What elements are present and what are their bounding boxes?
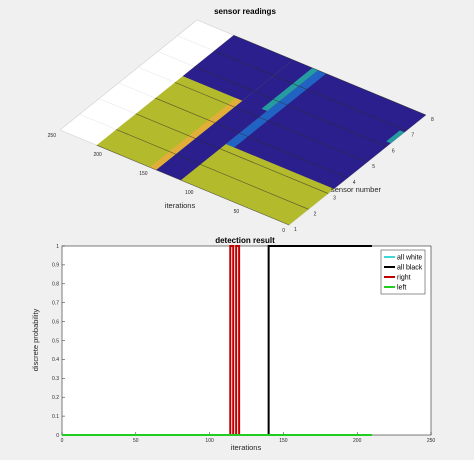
legend-label: right [397,275,411,282]
surface-y-tick-label: 3 [333,196,336,202]
x-tick-label: 150 [279,438,288,444]
y-tick-label: 0.8 [52,282,59,288]
surface-sensor-line [213,50,407,132]
surface-region [225,70,426,189]
surface-x-tick-label: 150 [139,171,148,177]
y-tick-label: 1 [56,244,59,250]
x-tick-label: 0 [61,438,64,444]
line-chart: detection result 0 50 100 150 200 25000.10.20… [31,236,435,452]
surface-grid-line [59,19,198,131]
surface-region [156,59,318,181]
surface-chart: sensor readings 0 50 100 150 200 250 1 2 3 4 5 6 7 8… [48,7,434,234]
surface-x-tick-label: 50 [234,209,240,215]
legend: all white all black right left [380,249,426,295]
surface-x-tick-label: 200 [93,152,102,158]
y-tick-label: 0.1 [52,414,59,420]
surface-x-tick-labels: 0 50 100 150 200 250 [48,133,286,234]
line-y-axis-label: discrete probability [31,308,40,371]
surface-x-tick-label: 250 [48,133,57,139]
x-tick-label: 50 [133,438,139,444]
y-tick-label: 0.2 [52,395,59,401]
surface-transition-band [225,70,327,148]
legend-label: all black [397,265,423,272]
surface-y-tick-label: 7 [411,133,414,139]
surface-transition-band [386,130,405,144]
legend-label: left [397,285,406,292]
x-tick-label: 200 [353,438,362,444]
surface-y-tick-label: 2 [314,211,317,217]
y-tick-label: 0.6 [52,319,59,325]
surface-y-tick-label: 4 [353,180,356,186]
line-axis-ticks: 0 50 100 150 200 250 0 0.1 0.2 0.3 0.4 0.5 0.6 0.7 0.8… [52,244,435,444]
y-tick-label: 0 [56,433,59,439]
line-x-axis-label: iterations [231,443,262,452]
line-plot-area [61,245,432,436]
surface-sensor-line [116,129,309,210]
line-series-group [62,245,372,436]
surface-y-tick-label: 8 [431,117,434,123]
y-tick-label: 0.4 [52,357,59,363]
surface-plot-heatmap [96,35,426,226]
surface-y-tick-label: 6 [392,148,395,154]
surface-sensor-line [155,97,348,179]
surface-region [182,35,294,101]
legend-label: all white [397,255,422,262]
surface-x-axis-label: iterations [165,201,196,210]
surface-sensor-line [233,34,427,116]
surface-y-tick-label: 1 [294,227,297,233]
y-tick-label: 0.7 [52,301,59,307]
y-tick-label: 0.5 [52,338,59,344]
y-tick-label: 0.3 [52,376,59,382]
x-tick-label: 250 [427,438,436,444]
surface-x-tick-label: 0 [282,228,285,234]
line-chart-title: detection result [215,236,275,245]
x-tick-label: 100 [205,438,214,444]
surface-sensor-line [135,113,329,194]
surface-x-tick-label: 100 [185,190,194,196]
surface-transition-band [149,98,243,170]
surface-chart-title: sensor readings [214,7,276,16]
surface-y-tick-labels: 1 2 3 4 5 6 7 8 [294,117,434,233]
surface-y-axis-label: sensor number [331,185,382,194]
surface-plot-iteration-lines [96,34,427,226]
y-tick-label: 0.9 [52,263,59,269]
surface-sensor-line [174,82,368,163]
surface-sensor-line [96,144,290,226]
surface-y-tick-label: 5 [372,164,375,170]
surface-sensor-line [194,66,387,147]
